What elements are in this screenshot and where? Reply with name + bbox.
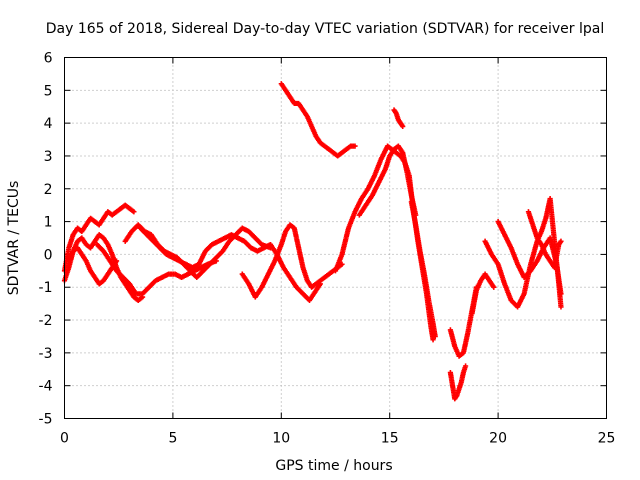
x-axis-label: GPS time / hours: [275, 458, 392, 474]
data-point: [491, 284, 497, 290]
series-arc: [391, 107, 406, 130]
y-tick-label: 6: [44, 51, 53, 67]
y-tick-label: -3: [39, 346, 53, 362]
x-tick-label: 25: [598, 431, 616, 447]
y-tick-label: -4: [39, 379, 53, 395]
data-point: [400, 123, 406, 130]
x-tick-label: 0: [60, 431, 69, 447]
series-arc: [239, 222, 345, 300]
x-tick-label: 10: [272, 431, 290, 447]
data-point: [432, 333, 438, 340]
data-point: [558, 304, 564, 310]
axis-ticks: 0 5 10 15 20 25 -5 -4 -3 -2 -1 0 1 2 3 4 5 6: [39, 51, 616, 447]
y-tick-label: -5: [39, 412, 53, 428]
x-tick-label: 5: [168, 431, 177, 447]
data-point: [131, 209, 137, 215]
y-axis-label: SDTVAR / TECUs: [6, 181, 22, 296]
y-tick-label: 1: [44, 215, 53, 231]
chart-title: Day 165 of 2018, Sidereal Day-to-day VTE…: [46, 21, 604, 37]
grid: [64, 57, 607, 419]
series-arc: [278, 81, 358, 159]
data-point: [462, 363, 469, 369]
data-point: [317, 281, 323, 287]
data-points: [61, 81, 564, 402]
plot-frame: [64, 57, 607, 419]
series-arc: [469, 271, 497, 317]
x-tick-label: 15: [381, 431, 399, 447]
series-arc: [408, 199, 438, 340]
y-tick-label: 3: [44, 149, 53, 165]
y-tick-label: -2: [39, 313, 53, 329]
y-tick-label: 5: [44, 83, 53, 99]
y-tick-label: -1: [39, 280, 53, 296]
data-point: [558, 291, 564, 297]
series-arc: [94, 241, 219, 297]
series-arc: [267, 241, 323, 303]
data-point: [430, 337, 436, 343]
series-arc: [525, 209, 564, 271]
y-tick-label: 2: [44, 182, 53, 198]
y-tick-label: 4: [44, 116, 53, 132]
data-point: [113, 258, 120, 264]
data-point: [352, 143, 358, 149]
x-tick-label: 20: [489, 431, 507, 447]
data-point: [558, 238, 564, 244]
series-arc: [356, 143, 419, 218]
series-arc: [447, 363, 469, 402]
series-arc: [61, 202, 137, 274]
y-tick-label: 0: [44, 247, 53, 263]
